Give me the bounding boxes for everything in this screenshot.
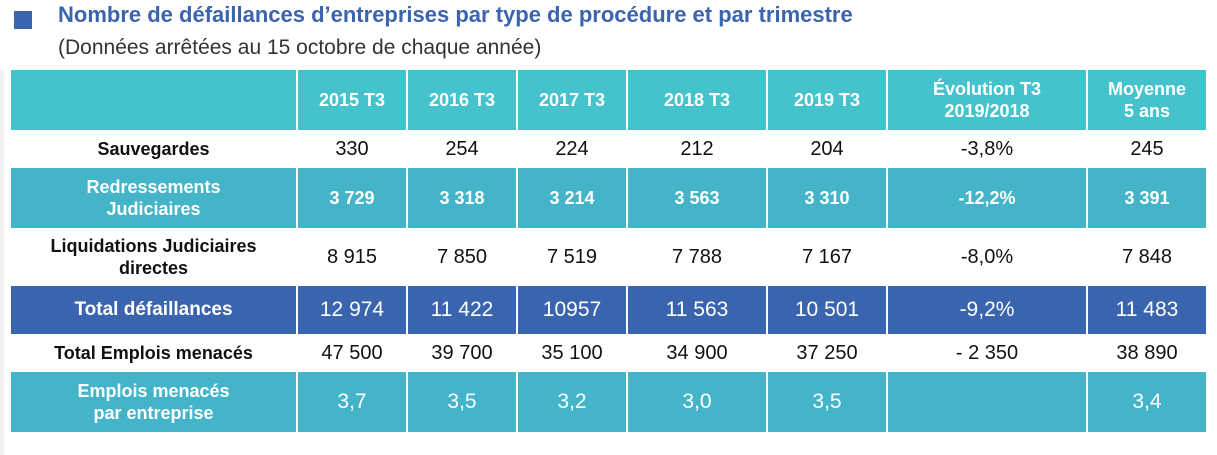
table-cell: 3 318 bbox=[408, 168, 518, 228]
header-cell-2017: 2017 T3 bbox=[518, 70, 628, 130]
row-label: Liquidations Judiciaires directes bbox=[11, 228, 298, 286]
row-label: Total défaillances bbox=[11, 286, 298, 334]
page-subtitle: (Données arrêtées au 15 octobre de chaqu… bbox=[58, 36, 542, 59]
table-cell: 3 310 bbox=[768, 168, 888, 228]
page-title: Nombre de défaillances d’entreprises par… bbox=[58, 2, 853, 27]
header-cell-average: Moyenne 5 ans bbox=[1088, 70, 1206, 130]
table-cell: 37 250 bbox=[768, 334, 888, 372]
table-cell: 47 500 bbox=[298, 334, 408, 372]
title-bullet-icon bbox=[14, 11, 32, 29]
table-row-liquidations: Liquidations Judiciaires directes 8 915 … bbox=[11, 228, 1206, 286]
table-cell: 212 bbox=[628, 130, 768, 168]
row-label: Sauvegardes bbox=[11, 130, 298, 168]
table-row-total-defaillances: Total défaillances 12 974 11 422 10957 1… bbox=[11, 286, 1206, 334]
table-cell: -3,8% bbox=[888, 130, 1088, 168]
header-cell-evolution: Évolution T3 2019/2018 bbox=[888, 70, 1088, 130]
table-cell: 3 563 bbox=[628, 168, 768, 228]
table-cell: 11 422 bbox=[408, 286, 518, 334]
table-row-redressements: Redressements Judiciaires 3 729 3 318 3 … bbox=[11, 168, 1206, 228]
table-cell: 3,7 bbox=[298, 372, 408, 432]
table-cell: 7 519 bbox=[518, 228, 628, 286]
table-cell: 3 214 bbox=[518, 168, 628, 228]
row-label: Redressements Judiciaires bbox=[11, 168, 298, 228]
table-cell: 7 788 bbox=[628, 228, 768, 286]
table-cell: 3,4 bbox=[1088, 372, 1206, 432]
table-cell: 254 bbox=[408, 130, 518, 168]
row-label: Total Emplois menacés bbox=[11, 334, 298, 372]
table-cell: - 2 350 bbox=[888, 334, 1088, 372]
table-cell: 10957 bbox=[518, 286, 628, 334]
table-cell: 204 bbox=[768, 130, 888, 168]
table-cell: 34 900 bbox=[628, 334, 768, 372]
table-cell: 245 bbox=[1088, 130, 1206, 168]
row-label: Emplois menacés par entreprise bbox=[11, 372, 298, 432]
table-row-sauvegardes: Sauvegardes 330 254 224 212 204 -3,8% 24… bbox=[11, 130, 1206, 168]
left-edge-shadow bbox=[0, 70, 4, 455]
table-cell: 3 391 bbox=[1088, 168, 1206, 228]
table-cell: 7 850 bbox=[408, 228, 518, 286]
table-row-emplois-par-entreprise: Emplois menacés par entreprise 3,7 3,5 3… bbox=[11, 372, 1206, 432]
header-cell-2018: 2018 T3 bbox=[628, 70, 768, 130]
table-cell: -9,2% bbox=[888, 286, 1088, 334]
table-cell: 330 bbox=[298, 130, 408, 168]
table-cell: 224 bbox=[518, 130, 628, 168]
table-cell: 8 915 bbox=[298, 228, 408, 286]
table-cell: 12 974 bbox=[298, 286, 408, 334]
table-cell: 7 848 bbox=[1088, 228, 1206, 286]
table-cell: 38 890 bbox=[1088, 334, 1206, 372]
table-cell: 39 700 bbox=[408, 334, 518, 372]
table-cell: 3,5 bbox=[408, 372, 518, 432]
table-cell: 10 501 bbox=[768, 286, 888, 334]
table-cell: -12,2% bbox=[888, 168, 1088, 228]
table-row-emplois-menaces: Total Emplois menacés 47 500 39 700 35 1… bbox=[11, 334, 1206, 372]
table-cell: -8,0% bbox=[888, 228, 1088, 286]
table-cell: 11 563 bbox=[628, 286, 768, 334]
header-cell-2019: 2019 T3 bbox=[768, 70, 888, 130]
table-cell: 3,5 bbox=[768, 372, 888, 432]
header-cell-empty bbox=[11, 70, 298, 130]
header-cell-2016: 2016 T3 bbox=[408, 70, 518, 130]
header-cell-2015: 2015 T3 bbox=[298, 70, 408, 130]
table-cell: 7 167 bbox=[768, 228, 888, 286]
table-header-row: 2015 T3 2016 T3 2017 T3 2018 T3 2019 T3 … bbox=[11, 70, 1206, 130]
table-cell bbox=[888, 372, 1088, 432]
table-cell: 35 100 bbox=[518, 334, 628, 372]
table-cell: 3,0 bbox=[628, 372, 768, 432]
table-cell: 3,2 bbox=[518, 372, 628, 432]
table-cell: 11 483 bbox=[1088, 286, 1206, 334]
failures-table: 2015 T3 2016 T3 2017 T3 2018 T3 2019 T3 … bbox=[11, 70, 1206, 432]
table-cell: 3 729 bbox=[298, 168, 408, 228]
